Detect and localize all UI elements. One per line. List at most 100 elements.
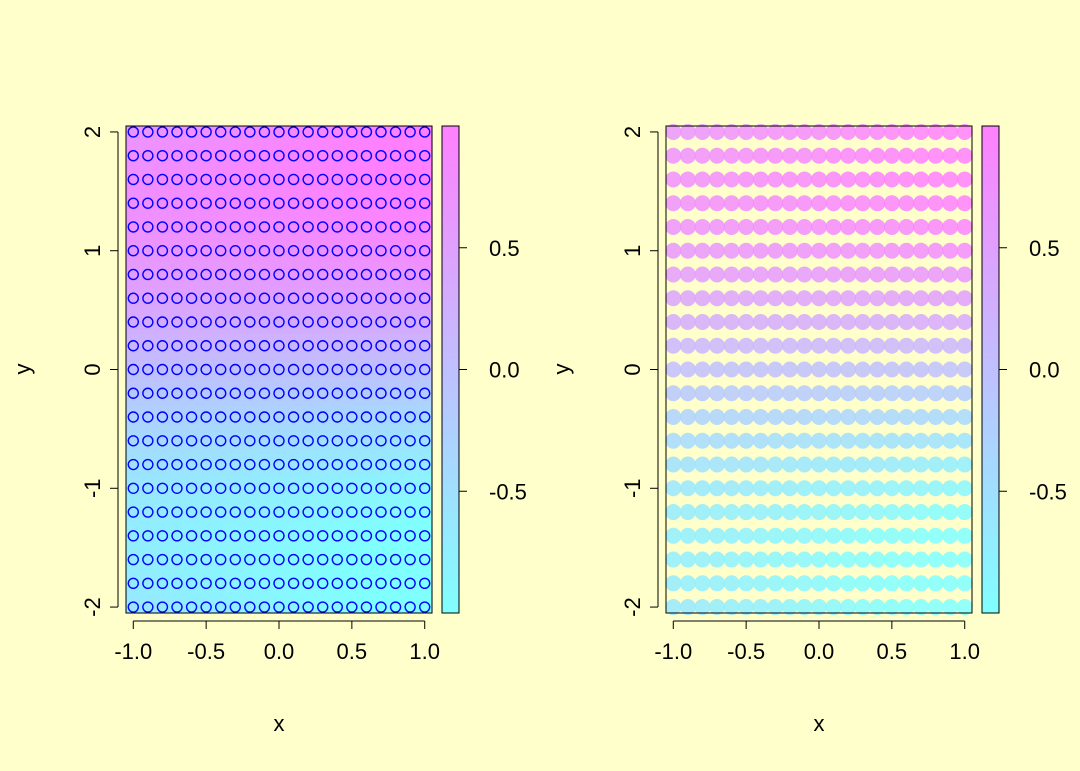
surface-cell — [270, 468, 280, 479]
surface-cell — [198, 135, 208, 145]
surface-cell — [270, 207, 280, 217]
data-point — [317, 553, 329, 566]
surface-cell — [351, 477, 361, 488]
surface-cell — [171, 243, 181, 253]
surface-cell — [288, 144, 298, 154]
surface-cell — [180, 414, 190, 425]
surface-cell — [279, 513, 289, 524]
surface-cell — [180, 441, 190, 452]
data-point — [723, 242, 740, 259]
surface-cell — [315, 234, 325, 244]
surface-cell — [171, 261, 181, 271]
data-point — [752, 171, 769, 188]
surface-cell — [315, 513, 325, 524]
surface-cell — [378, 153, 388, 163]
surface-cell — [360, 135, 370, 145]
surface-cell — [288, 396, 298, 407]
surface-cell — [207, 423, 217, 434]
surface-cell — [252, 495, 262, 506]
surface-cell — [261, 144, 271, 154]
surface-cell — [279, 540, 289, 551]
surface-cell — [378, 216, 388, 226]
right-y-tick-label: -2 — [620, 597, 645, 617]
data-point — [679, 527, 696, 544]
surface-cell — [405, 216, 415, 226]
data-point — [375, 292, 387, 304]
data-point — [331, 601, 343, 613]
data-point — [883, 599, 900, 616]
data-point — [142, 363, 154, 376]
surface-cell — [234, 378, 244, 389]
data-point — [229, 268, 241, 281]
surface-cell — [378, 225, 388, 235]
surface-cell — [414, 513, 424, 524]
surface-cell — [351, 405, 361, 416]
surface-cell — [405, 360, 415, 371]
surface-cell — [153, 279, 163, 289]
surface-cell — [333, 135, 343, 145]
surface-cell — [189, 261, 199, 271]
surface-cell — [135, 189, 145, 199]
data-point — [752, 432, 769, 449]
surface-cell — [234, 333, 244, 344]
data-point — [811, 385, 827, 402]
surface-cell — [207, 360, 217, 371]
surface-cell — [171, 171, 181, 181]
data-point — [360, 601, 373, 613]
surface-cell — [171, 225, 181, 235]
surface-cell — [207, 306, 217, 316]
surface-cell — [288, 450, 298, 461]
data-point — [840, 385, 857, 402]
surface-cell — [225, 297, 235, 307]
surface-cell — [360, 189, 370, 199]
data-point — [709, 385, 725, 402]
surface-cell — [378, 567, 388, 578]
surface-cell — [324, 378, 334, 389]
surface-cell — [180, 333, 190, 344]
data-point — [869, 195, 886, 212]
data-point — [317, 530, 329, 542]
surface-cell — [306, 513, 316, 524]
surface-cell — [189, 135, 199, 145]
surface-cell — [360, 495, 370, 506]
surface-cell — [198, 576, 208, 587]
surface-cell — [342, 360, 352, 371]
surface-cell — [252, 135, 262, 145]
surface-cell — [234, 324, 244, 335]
surface-cell — [414, 324, 424, 335]
surface-cell — [270, 252, 280, 262]
data-point — [287, 553, 300, 566]
surface-cell — [351, 279, 361, 289]
surface-cell — [324, 477, 334, 488]
data-point — [389, 601, 402, 613]
data-point — [869, 409, 886, 426]
data-point — [200, 292, 212, 304]
surface-cell — [153, 513, 163, 524]
surface-cell — [306, 423, 316, 434]
surface-cell — [396, 207, 406, 217]
surface-cell — [189, 603, 199, 614]
surface-cell — [405, 198, 415, 208]
data-point — [142, 221, 154, 233]
data-point — [200, 245, 212, 257]
surface-cell — [360, 216, 370, 226]
surface-cell — [252, 216, 262, 226]
surface-cell — [207, 324, 217, 335]
surface-cell — [396, 540, 406, 551]
surface-cell — [423, 162, 433, 172]
data-point — [913, 290, 929, 307]
surface-cell — [153, 432, 163, 443]
surface-cell — [126, 441, 136, 452]
surface-cell — [225, 414, 235, 425]
data-point — [331, 577, 343, 589]
surface-cell — [369, 342, 379, 353]
data-point — [375, 411, 387, 423]
surface-cell — [243, 252, 253, 262]
surface-cell — [216, 279, 226, 289]
surface-cell — [333, 126, 343, 136]
surface-cell — [387, 162, 397, 172]
surface-cell — [180, 513, 190, 524]
surface-cell — [315, 135, 325, 145]
surface-cell — [387, 342, 397, 353]
surface-cell — [180, 594, 190, 605]
